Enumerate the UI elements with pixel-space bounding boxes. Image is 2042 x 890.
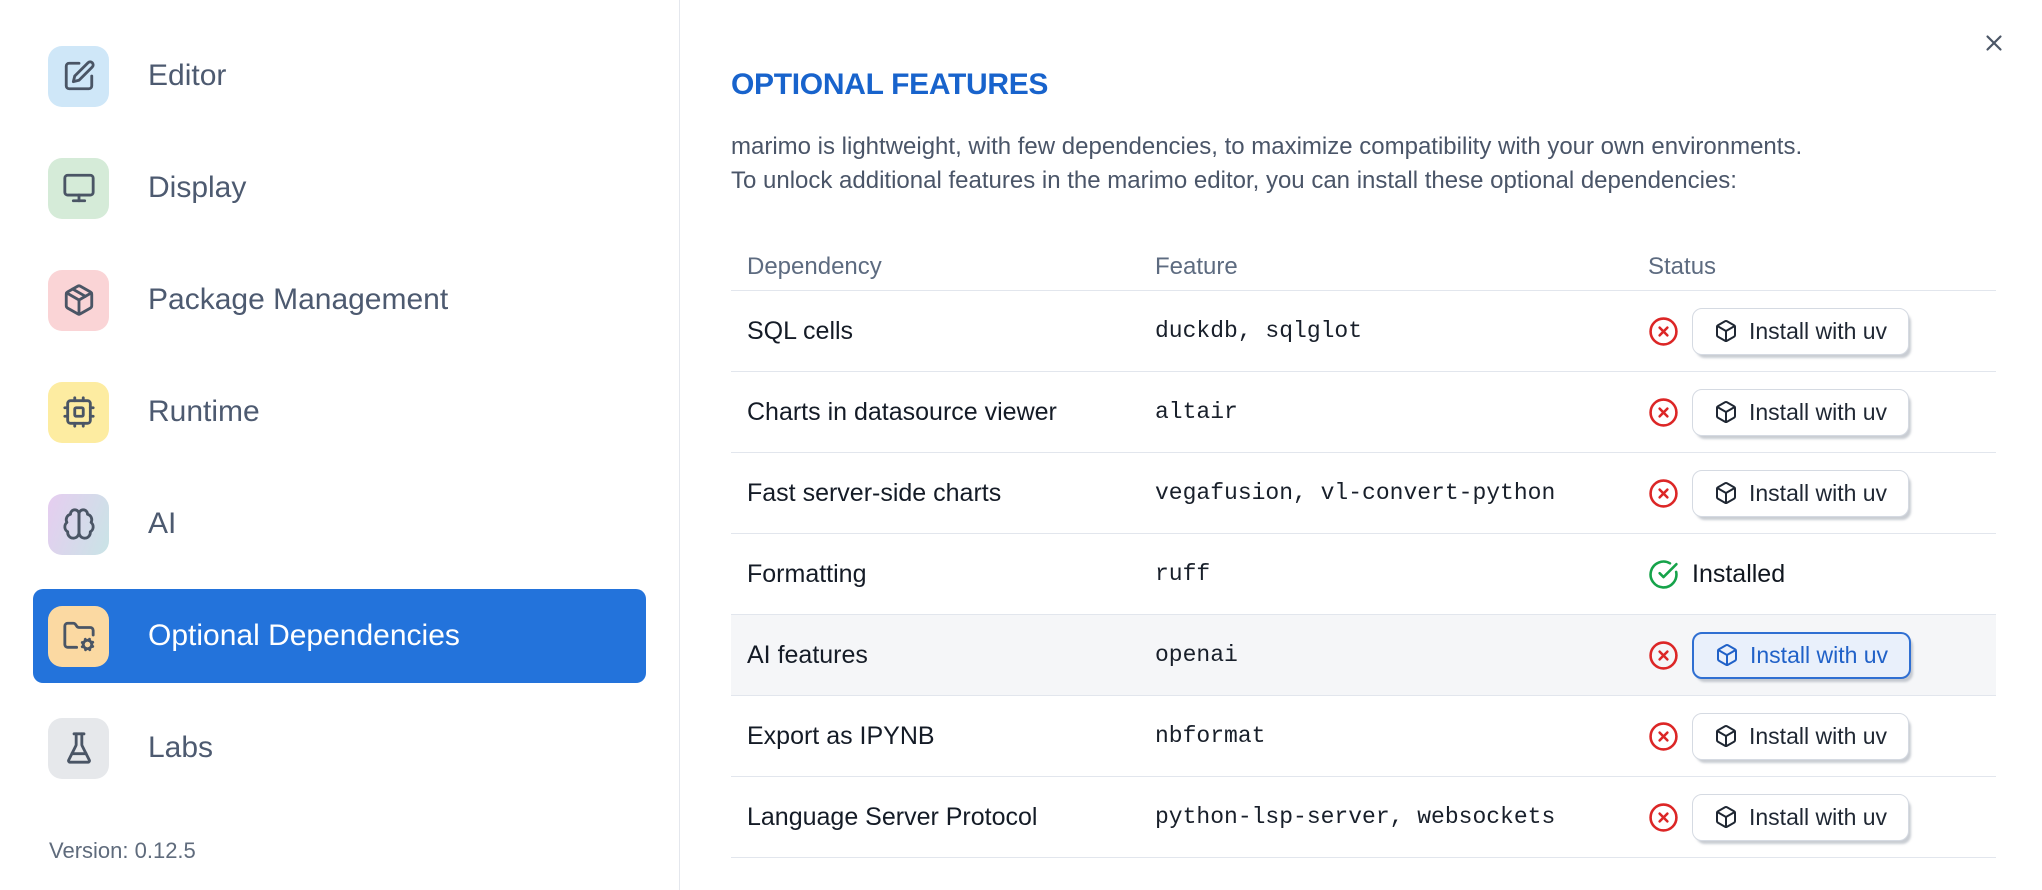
not-installed-icon (1648, 397, 1679, 428)
optional-features-panel: OPTIONAL FEATURES marimo is lightweight,… (680, 0, 2042, 890)
installed-icon (1648, 559, 1679, 590)
sidebar-item[interactable]: AI (33, 477, 646, 571)
box-icon (1714, 319, 1738, 343)
sidebar-item[interactable]: Editor (33, 29, 646, 123)
install-button-label: Install with uv (1749, 398, 1888, 425)
dependency-cell: Export as IPYNB (747, 721, 935, 750)
feature-cell: nbformat (1155, 723, 1266, 749)
install-with-uv-button[interactable]: Install with uv (1692, 793, 1910, 841)
status-cell: Install with uv (1640, 631, 1996, 679)
sidebar-item-icon-tile (48, 493, 109, 555)
box-icon (1714, 805, 1738, 829)
table-body: SQL cells duckdb, sqlglot Install with u… (731, 291, 1996, 858)
install-with-uv-button[interactable]: Install with uv (1692, 469, 1910, 517)
sidebar-item-label: Optional Dependencies (148, 619, 460, 652)
status-cell: Installed (1640, 559, 1996, 590)
flask-icon (62, 731, 96, 765)
version-label: Version: 0.12.5 (49, 838, 196, 863)
description-line: marimo is lightweight, with few dependen… (731, 133, 1803, 160)
sidebar-item[interactable]: Labs (33, 701, 646, 795)
header-feature: Feature (1155, 253, 1238, 280)
sidebar-item-icon-tile (48, 605, 109, 667)
install-with-uv-button[interactable]: Install with uv (1692, 631, 1912, 679)
sidebar-item-label: Editor (148, 59, 227, 92)
install-with-uv-button[interactable]: Install with uv (1692, 388, 1910, 436)
table-row: AI features openai Install with uv (731, 615, 1996, 696)
dependency-cell: Language Server Protocol (747, 802, 1038, 831)
close-icon (1981, 30, 2007, 56)
install-button-label: Install with uv (1749, 317, 1888, 344)
sidebar-item[interactable]: Display (33, 141, 646, 235)
installed-label: Installed (1692, 559, 1786, 588)
install-with-uv-button[interactable]: Install with uv (1692, 307, 1910, 355)
install-button-label: Install with uv (1749, 479, 1888, 506)
install-button-label: Install with uv (1750, 641, 1889, 668)
status-cell: Install with uv (1640, 388, 1996, 436)
sidebar-item-icon-tile (48, 717, 109, 779)
display-icon (62, 171, 96, 205)
not-installed-icon (1648, 802, 1679, 833)
cpu-icon (62, 395, 96, 429)
feature-cell: ruff (1155, 561, 1211, 587)
status-cell: Install with uv (1640, 307, 1996, 355)
settings-nav: Editor Display Package Management (33, 29, 646, 795)
table-row: Charts in datasource viewer altair Insta… (731, 372, 1996, 453)
sidebar-item-label: Display (148, 171, 247, 204)
table-row: Language Server Protocol python-lsp-serv… (731, 777, 1996, 858)
install-with-uv-button[interactable]: Install with uv (1692, 712, 1910, 760)
editor-icon (62, 59, 96, 93)
box-icon (1714, 481, 1738, 505)
status-cell: Install with uv (1640, 712, 1996, 760)
feature-cell: python-lsp-server, websockets (1155, 804, 1556, 830)
dependency-cell: AI features (747, 640, 868, 669)
sidebar-item-icon-tile (48, 269, 109, 331)
sidebar-item-label: AI (148, 507, 177, 540)
sidebar-item[interactable]: Runtime (33, 365, 646, 459)
table-row: Export as IPYNB nbformat Install with uv (731, 696, 1996, 777)
dependency-cell: Fast server-side charts (747, 478, 1002, 507)
sidebar-item[interactable]: Package Management (33, 253, 646, 347)
box-icon (1714, 724, 1738, 748)
sidebar-item-label: Runtime (148, 395, 260, 428)
dependencies-table: Dependency Feature Status SQL cells duck… (731, 244, 1996, 858)
not-installed-icon (1648, 721, 1679, 752)
sidebar-item-label: Labs (148, 731, 214, 764)
sidebar-item[interactable]: Optional Dependencies (33, 589, 646, 683)
not-installed-icon (1648, 478, 1679, 509)
dependency-cell: Formatting (747, 559, 867, 588)
table-row: Fast server-side charts vegafusion, vl-c… (731, 453, 1996, 534)
feature-cell: openai (1155, 642, 1238, 668)
status-cell: Install with uv (1640, 793, 1996, 841)
dependency-cell: Charts in datasource viewer (747, 397, 1057, 426)
close-button[interactable] (1978, 28, 2010, 60)
sidebar-item-icon-tile (48, 157, 109, 219)
dependency-cell: SQL cells (747, 316, 854, 345)
sidebar-item-icon-tile (48, 381, 109, 443)
panel-title: OPTIONAL FEATURES (731, 68, 1049, 101)
brain-icon (62, 507, 96, 541)
header-status: Status (1648, 253, 1717, 280)
panel-description: marimo is lightweight, with few dependen… (731, 130, 2042, 198)
description-line: To unlock additional features in the mar… (731, 167, 1737, 194)
not-installed-icon (1648, 316, 1679, 347)
sidebar-item-icon-tile (48, 45, 109, 107)
table-row: SQL cells duckdb, sqlglot Install with u… (731, 291, 1996, 372)
settings-sidebar: Editor Display Package Management (0, 0, 680, 890)
sidebar-item-label: Package Management (148, 283, 449, 316)
table-header-row: Dependency Feature Status (731, 244, 1996, 291)
feature-cell: altair (1155, 399, 1238, 425)
header-dependency: Dependency (747, 253, 882, 280)
box-icon (1715, 643, 1739, 667)
status-cell: Install with uv (1640, 469, 1996, 517)
table-row: Formatting ruff Installed (731, 534, 1996, 615)
feature-cell: duckdb, sqlglot (1155, 318, 1363, 344)
install-button-label: Install with uv (1749, 803, 1888, 830)
feature-cell: vegafusion, vl-convert-python (1155, 480, 1556, 506)
folder-cog-icon (62, 619, 96, 653)
box-icon (1714, 400, 1738, 424)
package-icon (62, 283, 96, 317)
not-installed-icon (1648, 640, 1679, 671)
install-button-label: Install with uv (1749, 722, 1888, 749)
